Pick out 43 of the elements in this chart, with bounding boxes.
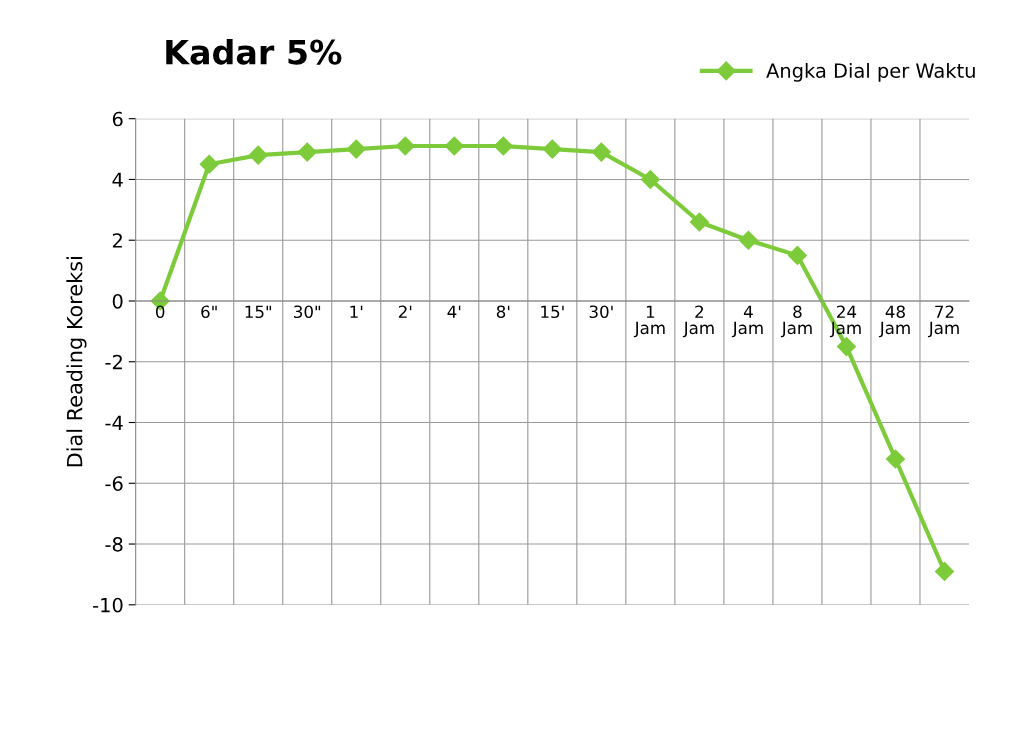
- x-tick-label: 2': [398, 305, 412, 318]
- point: [738, 230, 758, 250]
- x-tick-label: 30': [589, 305, 613, 319]
- chart-title: Kadar 5%: [166, 38, 342, 65]
- point: [248, 145, 268, 165]
- point: [640, 169, 660, 189]
- point: [591, 142, 611, 162]
- x-tick-label: 4 Jam: [731, 305, 763, 338]
- x-tick-label: 72 Jam: [927, 305, 959, 338]
- x-tick-label: 48 Jam: [878, 305, 910, 338]
- point: [444, 136, 464, 156]
- y-axis-title: Dial Reading Koreksi: [66, 257, 87, 467]
- x-tick-label: 30": [294, 305, 321, 319]
- x-tick-label: 4': [447, 305, 461, 318]
- x-tick-label: 15": [245, 305, 272, 319]
- point: [395, 136, 415, 156]
- point: [542, 139, 562, 159]
- point: [493, 136, 513, 156]
- y-tick-label: 6: [112, 111, 123, 127]
- point: [297, 142, 317, 162]
- x-tick-label: 2 Jam: [682, 305, 714, 338]
- y-tick-label: 4: [112, 172, 123, 187]
- x-tick-label: 0: [155, 305, 165, 319]
- y-tick-label: 2: [112, 233, 122, 248]
- point: [689, 212, 709, 232]
- x-tick-label: 1 Jam: [633, 305, 665, 338]
- x-tick-label: 15': [541, 305, 564, 319]
- x-tick-label: 6": [201, 305, 217, 319]
- y-tick-label: -6: [105, 476, 123, 491]
- y-tick-label: -4: [105, 415, 123, 430]
- legend-label: Angka Dial per Waktu: [766, 62, 975, 82]
- point: [885, 449, 906, 469]
- point: [836, 337, 856, 357]
- x-tick-label: 1': [350, 305, 363, 318]
- y-tick-label: -2: [105, 354, 122, 370]
- point: [934, 561, 955, 581]
- y-tick-label: -10: [93, 597, 123, 613]
- x-tick-label: 8': [496, 305, 510, 319]
- point: [199, 154, 219, 174]
- x-tick-label: 8 Jam: [780, 305, 812, 338]
- point: [787, 245, 807, 265]
- y-tick-label: -8: [105, 536, 123, 552]
- point: [346, 139, 366, 159]
